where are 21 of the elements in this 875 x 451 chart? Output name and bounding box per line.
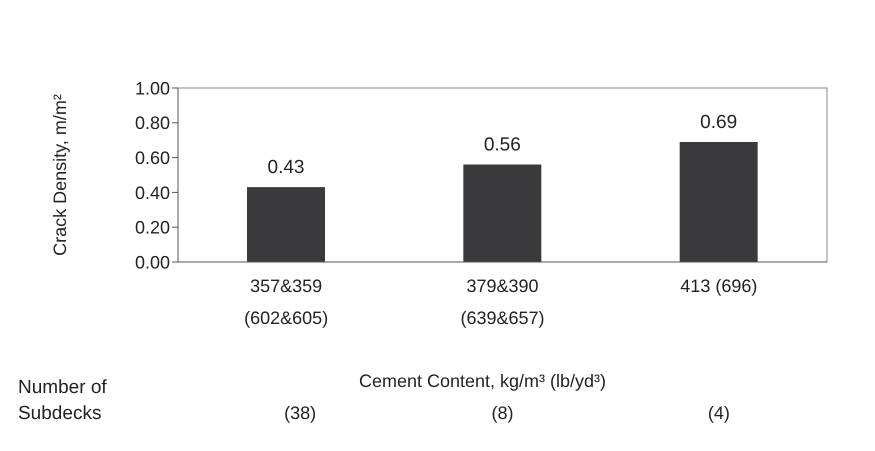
text: Number of Subdecks (18, 377, 108, 424)
text: (38) (284, 403, 316, 423)
bar (680, 142, 758, 262)
y-tick-label: 0.80 (134, 113, 170, 134)
data-label: 0.56 (484, 134, 521, 156)
bar (463, 164, 542, 262)
y-tick-label: 0.40 (134, 182, 170, 203)
y-tick-label: 0.00 (134, 252, 170, 272)
y-axis-title: Crack Density, m/m² (50, 94, 70, 256)
x-tick-label: 413 (696) (680, 276, 758, 296)
y-tick-label: 0.60 (134, 148, 170, 168)
bar (247, 187, 325, 262)
y-tick-label: 0.20 (134, 218, 170, 238)
x-axis-title: Cement Content, kg/m³ (lb/yd³) (358, 371, 606, 391)
text: (4) (708, 403, 730, 423)
data-label: 0.69 (700, 112, 738, 133)
y-tick-label: 1.00 (134, 78, 170, 98)
text: (8) (492, 403, 514, 423)
x-tick-label: 379&390 (639&657) (460, 276, 545, 328)
x-tick-label: 357&359 (602&605) (244, 276, 328, 328)
data-label: 0.43 (268, 157, 304, 178)
